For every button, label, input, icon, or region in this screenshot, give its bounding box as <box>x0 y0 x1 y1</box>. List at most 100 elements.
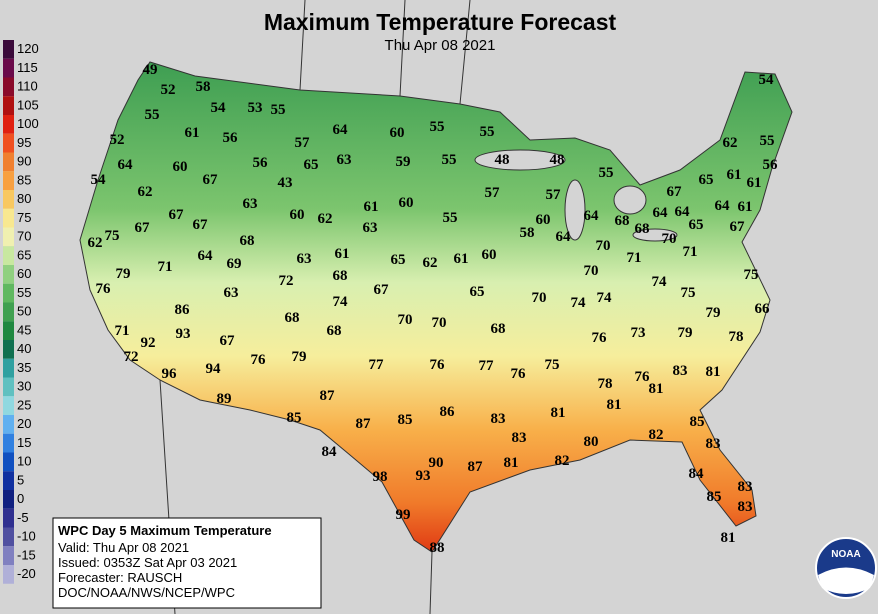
temperature: 79 <box>706 305 721 321</box>
temperature: 74 <box>571 295 587 311</box>
temperature: 75 <box>744 267 759 283</box>
info-issued: Issued: 0353Z Sat Apr 03 2021 <box>58 555 237 570</box>
scale-label: 75 <box>17 210 31 225</box>
scale-swatch <box>3 565 14 584</box>
temperature: 61 <box>747 175 762 191</box>
scale-label: 120 <box>17 41 39 56</box>
temperature: 64 <box>584 208 600 224</box>
scale-label: 10 <box>17 454 31 469</box>
temperature: 70 <box>432 315 447 331</box>
temperature: 61 <box>364 199 379 215</box>
temperature: 71 <box>115 323 130 339</box>
temperature: 77 <box>479 358 495 374</box>
temperature: 63 <box>224 285 239 301</box>
scale-swatch <box>3 227 14 247</box>
temperature: 74 <box>597 290 613 306</box>
temperature: 83 <box>738 479 753 495</box>
scale-swatch <box>3 377 14 397</box>
temperature: 81 <box>504 455 519 471</box>
temperature: 82 <box>649 427 664 443</box>
temperature: 56 <box>253 155 269 171</box>
temperature: 61 <box>454 251 469 267</box>
scale-label: 100 <box>17 116 39 131</box>
temperature: 60 <box>390 125 405 141</box>
temperature: 70 <box>398 312 413 328</box>
temperature: 63 <box>297 251 312 267</box>
scale-swatch <box>3 546 14 565</box>
temperature: 52 <box>161 82 176 98</box>
temperature: 70 <box>584 263 599 279</box>
scale-label: 70 <box>17 229 31 244</box>
scale-label: 50 <box>17 304 31 319</box>
temperature: 86 <box>175 302 191 318</box>
info-box: WPC Day 5 Maximum Temperature Valid: Thu… <box>52 517 322 609</box>
temperature: 62 <box>723 135 738 151</box>
info-box-frame <box>52 517 322 609</box>
temperature: 68 <box>333 268 348 284</box>
scale-swatch <box>3 415 14 434</box>
temperature: 56 <box>763 157 779 173</box>
scale-swatch <box>3 40 14 59</box>
scale-label: 15 <box>17 435 31 450</box>
scale-swatch <box>3 358 14 378</box>
temperature: 67 <box>193 217 209 233</box>
temperature: 70 <box>662 231 677 247</box>
scale-swatch <box>3 340 14 359</box>
info-forecaster: Forecaster: RAUSCH <box>58 570 182 585</box>
temperature: 68 <box>615 213 630 229</box>
temperature: 71 <box>683 244 698 260</box>
temperature: 55 <box>430 119 445 135</box>
temperature: 48 <box>495 152 510 168</box>
temperature: 81 <box>607 397 622 413</box>
temperature: 67 <box>374 282 390 298</box>
temperature: 74 <box>652 274 668 290</box>
temperature: 64 <box>118 157 134 173</box>
temperature: 68 <box>285 310 300 326</box>
temperature: 54 <box>211 100 227 116</box>
temperature: 78 <box>729 329 744 345</box>
temperature: 61 <box>335 246 350 262</box>
temperature: 83 <box>706 436 721 452</box>
temperature: 65 <box>699 172 714 188</box>
temperature: 85 <box>287 410 302 426</box>
temperature: 99 <box>396 507 411 523</box>
temperature: 87 <box>356 416 372 432</box>
temperature: 86 <box>440 404 456 420</box>
temperature: 74 <box>333 294 349 310</box>
temperature: 60 <box>290 207 305 223</box>
temperature: 62 <box>138 184 153 200</box>
temperature: 55 <box>271 102 286 118</box>
scale-label: 55 <box>17 285 31 300</box>
scale-swatch <box>3 508 14 528</box>
scale-label: 45 <box>17 322 31 337</box>
temperature: 81 <box>706 364 721 380</box>
temperature: 98 <box>373 469 388 485</box>
temperature: 84 <box>322 444 338 460</box>
temperature: 64 <box>653 205 669 221</box>
temperature: 55 <box>760 133 775 149</box>
scale-swatch <box>3 433 14 453</box>
scale-label: 30 <box>17 379 31 394</box>
scale-swatch <box>3 527 14 547</box>
temperature: 57 <box>295 135 311 151</box>
temperature: 89 <box>217 391 232 407</box>
scale-label: 115 <box>17 60 38 75</box>
temperature: 71 <box>627 250 642 266</box>
temperature: 68 <box>491 321 506 337</box>
scale-label: 35 <box>17 360 31 375</box>
temperature: 68 <box>327 323 342 339</box>
scale-swatch <box>3 115 14 134</box>
scale-label: 105 <box>17 97 39 112</box>
temperature: 64 <box>333 122 349 138</box>
temperature: 79 <box>292 349 307 365</box>
temperature: 96 <box>162 366 178 382</box>
temperature: 81 <box>649 381 664 397</box>
scale-swatch <box>3 96 14 115</box>
temperature: 67 <box>220 333 236 349</box>
scale-swatch <box>3 490 14 509</box>
temperature: 58 <box>196 79 211 95</box>
scale-swatch <box>3 77 14 97</box>
scale-swatch <box>3 133 14 153</box>
temperature: 67 <box>135 220 151 236</box>
